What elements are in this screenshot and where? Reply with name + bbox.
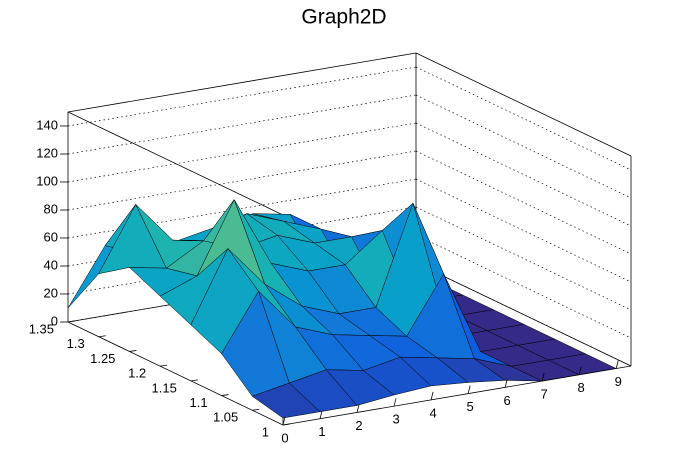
y-tick-label: 1 — [262, 424, 269, 439]
y-tick-label: 1.25 — [90, 351, 115, 366]
grid-line — [415, 94, 632, 199]
y-tick — [282, 423, 291, 426]
y-tick — [221, 394, 229, 396]
y-tick — [67, 320, 76, 323]
z-tick-label: 120 — [36, 145, 58, 160]
x-tick — [578, 366, 582, 375]
x-tick — [282, 416, 286, 426]
x-tick — [319, 410, 323, 419]
x-axis — [282, 365, 632, 426]
z-tick-label: 0 — [51, 313, 58, 328]
x-tick — [541, 372, 545, 382]
y-tick-label: 1.1 — [189, 395, 207, 410]
grid-line — [67, 66, 417, 127]
x-tick-label: 9 — [615, 374, 622, 389]
y-tick-label: 1.35 — [29, 321, 54, 336]
y-tick — [190, 379, 198, 382]
y-tick — [98, 335, 106, 338]
y-tick-label: 1.15 — [152, 380, 177, 395]
z-tick-label: 20 — [44, 285, 58, 300]
x-tick-label: 3 — [392, 412, 399, 427]
grid-line — [67, 150, 417, 211]
x-tick — [430, 391, 434, 400]
x-tick-label: 4 — [429, 405, 436, 420]
y-axis — [67, 321, 284, 426]
grid-line — [415, 122, 632, 227]
y-tick — [252, 408, 260, 411]
x-tick-label: 2 — [355, 418, 362, 433]
x-tick-label: 1 — [318, 424, 325, 439]
z-tick-label: 40 — [44, 257, 58, 272]
grid-line — [415, 66, 632, 171]
x-tick-label: 7 — [541, 387, 548, 402]
z-tick-label: 80 — [44, 201, 58, 216]
grid-line — [415, 262, 632, 367]
x-tick-label: 6 — [504, 393, 511, 408]
x-tick-label: 8 — [578, 380, 585, 395]
x-tick — [356, 404, 360, 413]
x-tick-label: 5 — [466, 399, 473, 414]
grid-line — [415, 150, 632, 255]
y-tick-label: 1.2 — [128, 366, 146, 381]
y-tick-label: 1.05 — [213, 410, 238, 425]
z-tick-label: 100 — [36, 173, 58, 188]
grid-line — [415, 234, 632, 339]
y-tick — [129, 350, 137, 352]
chart-title: Graph2D — [301, 6, 386, 29]
grid-line — [67, 94, 417, 155]
z-tick-label: 140 — [36, 117, 58, 132]
grid-line — [415, 206, 632, 311]
x-tick-label: 0 — [281, 430, 288, 445]
box-edge — [67, 52, 417, 113]
x-tick — [504, 379, 508, 388]
grid-line — [67, 122, 417, 183]
z-tick-label: 60 — [44, 229, 58, 244]
x-tick — [615, 360, 619, 369]
grid-line — [415, 178, 632, 283]
y-tick — [160, 364, 168, 367]
box-edge — [415, 52, 632, 157]
x-tick — [393, 398, 397, 407]
x-tick — [467, 385, 471, 394]
y-tick-label: 1.3 — [67, 336, 85, 351]
